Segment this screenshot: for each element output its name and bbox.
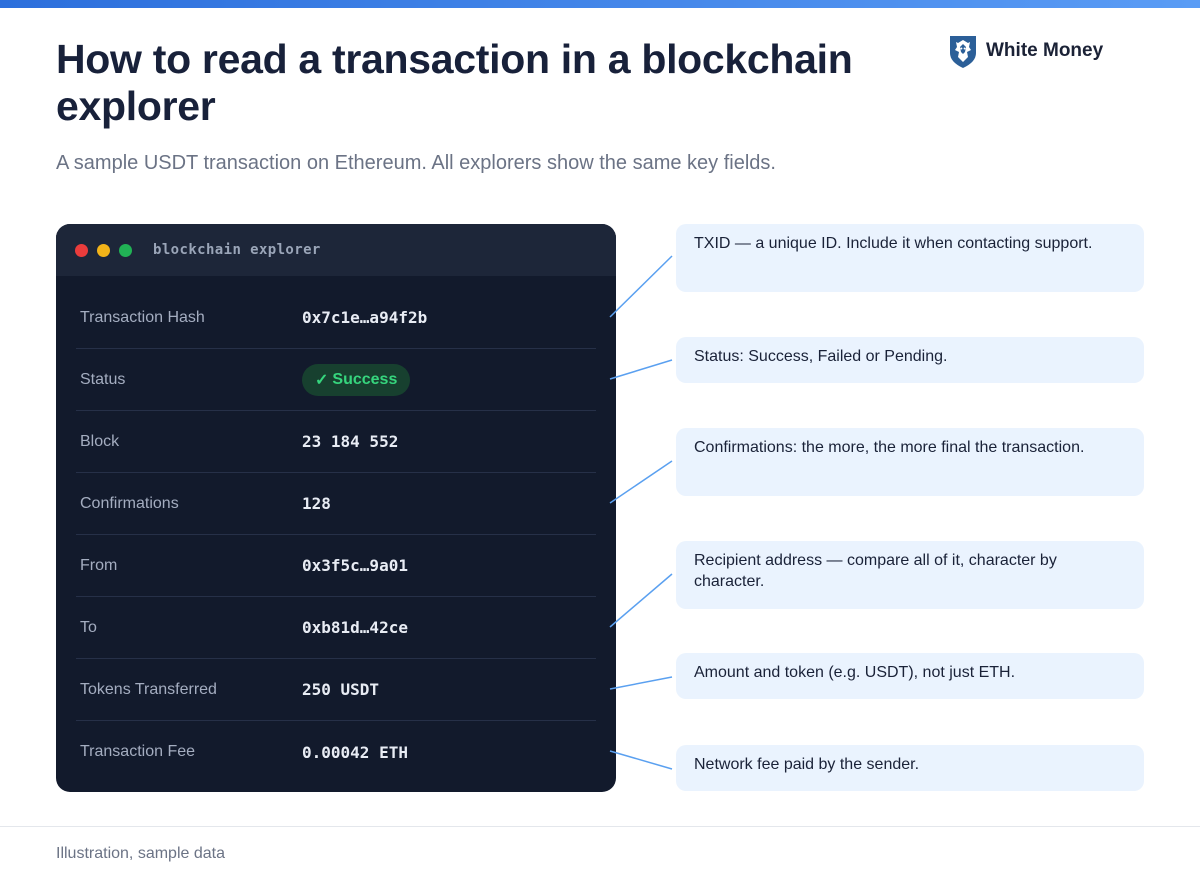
field-row-to: To 0xb81d…42ce (76, 597, 596, 659)
field-label: Tokens Transferred (80, 680, 217, 698)
explorer-window-title: blockchain explorer (153, 242, 321, 258)
page-title: How to read a transaction in a blockchai… (56, 36, 853, 129)
connector-line (609, 676, 673, 690)
field-row-confirmations: Confirmations 128 (76, 473, 596, 535)
field-label: To (80, 618, 97, 636)
close-dot-icon (75, 243, 88, 257)
footer-note: Illustration, sample data (56, 845, 225, 862)
field-row-transaction-fee: Transaction Fee 0.00042 ETH (76, 721, 596, 783)
footer-divider (0, 826, 1200, 827)
field-label: From (80, 556, 118, 574)
callout-fee: Network fee paid by the sender. (676, 745, 1144, 791)
transaction-fields: Transaction Hash 0x7c1e…a94f2b Status ✓ … (76, 287, 596, 783)
field-row-status: Status ✓ Success (76, 349, 596, 411)
field-value: 250 USDT (302, 680, 380, 699)
callout-confirmations: Confirmations: the more, the more final … (676, 428, 1144, 496)
callout-recipient: Recipient address — compare all of it, c… (676, 541, 1144, 609)
field-value[interactable]: 0xb81d…42ce (302, 618, 408, 637)
field-row-from: From 0x3f5c…9a01 (76, 535, 596, 597)
field-value[interactable]: 0x3f5c…9a01 (302, 556, 408, 575)
connector-line (609, 255, 673, 318)
status-badge: ✓ Success (302, 363, 411, 396)
brand-name: White Money (986, 40, 1104, 61)
field-row-block: Block 23 184 552 (76, 411, 596, 473)
field-label: Status (80, 370, 126, 388)
field-row-transaction-hash: Transaction Hash 0x7c1e…a94f2b (76, 287, 596, 349)
explorer-window: blockchain explorer Transaction Hash 0x7… (56, 224, 616, 792)
field-value: 0.00042 ETH (302, 742, 408, 762)
callout-status: Status: Success, Failed or Pending. (676, 337, 1144, 383)
field-label: Transaction Hash (80, 308, 205, 326)
field-value[interactable]: 23 184 552 (302, 432, 399, 451)
connector-line (609, 359, 673, 380)
connector-line (609, 573, 673, 628)
maximize-dot-icon (119, 243, 132, 257)
status-text: Success (332, 370, 398, 388)
field-value: 128 (302, 494, 331, 513)
connector-line (609, 460, 673, 504)
brand-logo[interactable]: White Money (948, 32, 1103, 70)
field-label: Transaction Fee (80, 743, 196, 760)
page-subtitle: A sample USDT transaction on Ethereum. A… (56, 152, 776, 174)
explorer-titlebar: blockchain explorer (56, 224, 616, 276)
field-row-tokens-transferred: Tokens Transferred 250 USDT (76, 659, 596, 721)
check-icon: ✓ (315, 371, 329, 389)
minimize-dot-icon (97, 243, 110, 257)
connector-line (609, 750, 673, 770)
field-value[interactable]: 0x7c1e…a94f2b (302, 308, 428, 327)
field-label: Block (80, 432, 120, 450)
lion-shield-icon (948, 33, 978, 69)
callout-amount: Amount and token (e.g. USDT), not just E… (676, 653, 1144, 699)
field-label: Confirmations (80, 494, 179, 512)
callout-txid: TXID — a unique ID. Include it when cont… (676, 224, 1144, 292)
top-accent-bar (0, 0, 1200, 8)
